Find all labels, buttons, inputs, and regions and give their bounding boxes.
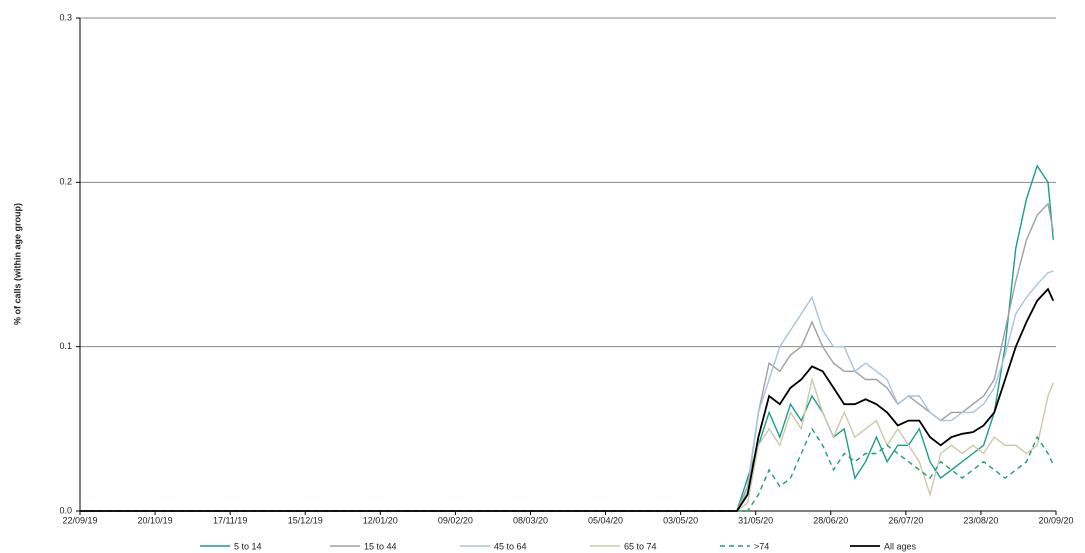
y-tick-label: 0.3 [59,12,72,22]
legend-label: 15 to 44 [364,541,397,551]
legend-label: All ages [884,541,917,551]
legend-label: >74 [754,541,769,551]
series-line [80,202,1054,512]
legend-label: 65 to 74 [624,541,657,551]
x-tick-label: 17/11/19 [213,515,247,525]
x-tick-label: 05/04/20 [588,515,623,525]
y-tick-label: 0.0 [59,505,72,515]
series-line [80,427,1054,512]
legend-label: 45 to 64 [494,541,527,551]
x-tick-label: 08/03/20 [513,515,548,525]
x-tick-label: 20/10/19 [138,515,173,525]
x-tick-label: 23/08/20 [963,515,998,525]
x-tick-label: 03/05/20 [663,515,698,525]
x-tick-label: 15/12/19 [288,515,323,525]
series-line [80,270,1054,512]
series-line [80,164,1054,512]
x-tick-label: 31/05/20 [738,515,773,525]
x-tick-label: 28/06/20 [813,515,848,525]
legend-label: 5 to 14 [234,541,262,551]
y-tick-label: 0.1 [59,341,72,351]
series-line [80,376,1054,512]
x-tick-label: 22/09/19 [62,515,97,525]
series-line [80,287,1055,512]
x-tick-label: 09/02/20 [438,515,473,525]
y-tick-label: 0.2 [59,177,72,187]
x-tick-label: 12/01/20 [363,515,398,525]
x-tick-label: 20/09/20 [1038,515,1073,525]
x-tick-label: 26/07/20 [888,515,923,525]
y-axis-label: % of calls (within age group) [12,203,22,325]
